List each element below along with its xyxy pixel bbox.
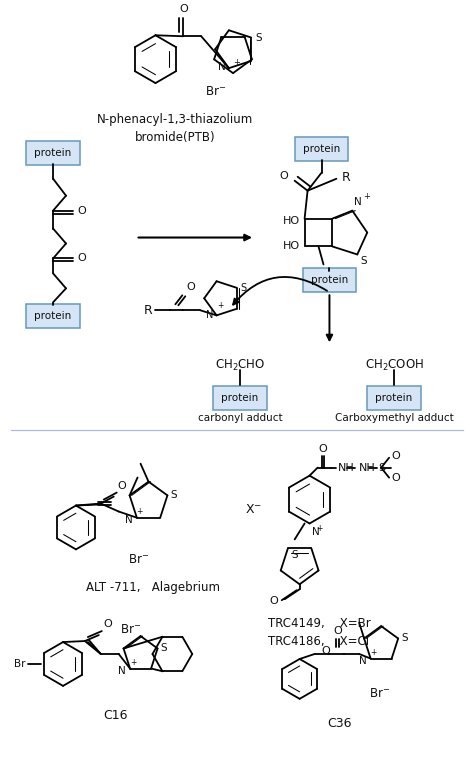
FancyBboxPatch shape	[26, 141, 80, 165]
Text: Br$^{-}$: Br$^{-}$	[120, 623, 141, 636]
Text: O: O	[118, 481, 127, 491]
Text: protein: protein	[375, 393, 413, 403]
FancyBboxPatch shape	[295, 137, 348, 161]
Text: S: S	[378, 463, 385, 472]
Text: S: S	[291, 550, 298, 560]
FancyBboxPatch shape	[213, 386, 267, 410]
Text: N: N	[125, 514, 133, 525]
Text: S: S	[240, 283, 246, 293]
Text: O: O	[391, 451, 400, 461]
Text: O: O	[186, 283, 195, 293]
Text: HO: HO	[283, 242, 300, 251]
Text: protein: protein	[35, 311, 72, 322]
Text: +: +	[370, 648, 377, 657]
Text: O: O	[391, 472, 400, 482]
Text: CH$_2$COOH: CH$_2$COOH	[365, 358, 424, 373]
FancyBboxPatch shape	[302, 268, 356, 293]
Text: TRC4186,    X=Cl: TRC4186, X=Cl	[268, 635, 369, 648]
FancyBboxPatch shape	[26, 304, 80, 328]
Text: O: O	[77, 254, 86, 264]
Text: carbonyl adduct: carbonyl adduct	[198, 413, 283, 423]
Text: +: +	[137, 507, 143, 516]
Text: O: O	[104, 619, 112, 629]
Text: +: +	[218, 301, 224, 310]
Text: Br$^{-}$: Br$^{-}$	[128, 553, 149, 566]
Text: Br: Br	[14, 659, 25, 669]
Text: TRC4149,    X=Br: TRC4149, X=Br	[268, 617, 371, 630]
FancyBboxPatch shape	[367, 386, 421, 410]
Text: NH: NH	[337, 463, 354, 472]
Text: +: +	[363, 192, 370, 200]
Text: protein: protein	[35, 148, 72, 158]
Text: C36: C36	[327, 717, 352, 730]
Text: S: S	[171, 491, 177, 501]
Text: S: S	[161, 643, 167, 654]
Text: O: O	[179, 5, 188, 14]
Text: O: O	[321, 646, 330, 656]
Text: protein: protein	[311, 275, 348, 285]
Text: protein: protein	[303, 144, 340, 154]
Text: Carboxymethyl adduct: Carboxymethyl adduct	[335, 413, 454, 423]
Text: O: O	[333, 626, 342, 636]
Text: R: R	[144, 304, 153, 317]
Text: R: R	[341, 171, 350, 184]
Text: N: N	[206, 310, 214, 320]
Text: NH: NH	[359, 463, 376, 472]
Text: N: N	[359, 655, 367, 665]
Text: S: S	[360, 257, 367, 267]
Text: +: +	[233, 58, 240, 67]
Text: N-phenacyl-1,3-thiazolium
bromide(PTB): N-phenacyl-1,3-thiazolium bromide(PTB)	[97, 113, 254, 144]
Text: +: +	[316, 524, 323, 533]
Text: ALT -711,   Alagebrium: ALT -711, Alagebrium	[86, 581, 220, 594]
Text: Br$^{-}$: Br$^{-}$	[205, 85, 226, 98]
Text: C16: C16	[103, 709, 128, 722]
Text: N: N	[118, 665, 126, 675]
Text: N: N	[311, 527, 319, 537]
Text: protein: protein	[221, 393, 259, 403]
Text: O: O	[318, 443, 327, 453]
Text: N: N	[218, 62, 226, 72]
Text: S: S	[401, 633, 408, 643]
Text: O: O	[269, 596, 278, 607]
Text: O: O	[77, 206, 86, 216]
Text: CH$_2$CHO: CH$_2$CHO	[215, 358, 265, 373]
Text: S: S	[255, 33, 262, 43]
Text: X$^{-}$: X$^{-}$	[245, 503, 262, 516]
Text: N: N	[354, 197, 362, 207]
Text: HO: HO	[283, 216, 300, 226]
Text: Br$^{-}$: Br$^{-}$	[369, 687, 390, 700]
Text: O: O	[279, 171, 288, 181]
Text: +: +	[130, 658, 136, 667]
